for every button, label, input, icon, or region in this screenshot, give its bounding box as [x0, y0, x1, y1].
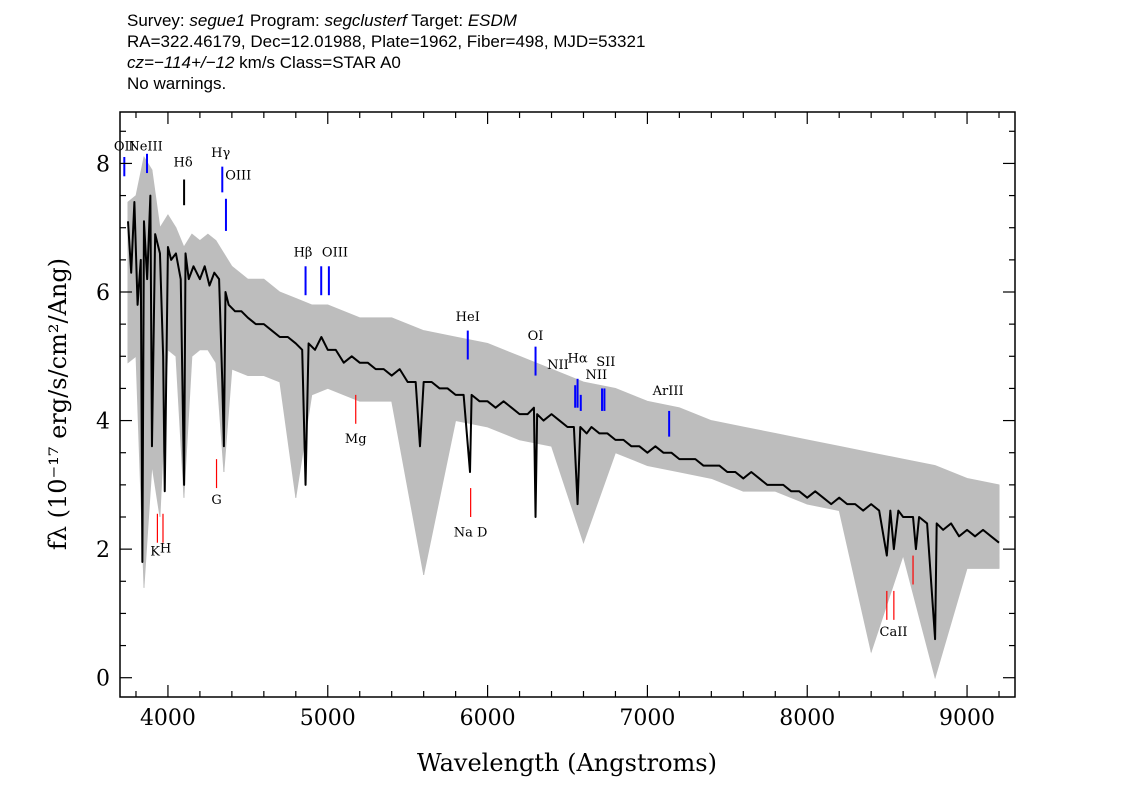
y-tick-label: 4	[96, 410, 110, 435]
y-tick-label: 0	[96, 667, 110, 692]
spectral-line-label: OIII	[225, 169, 251, 184]
flux-series-line	[126, 194, 1000, 641]
program-value: segclusterf	[324, 11, 407, 30]
header-line-coordinates: RA=322.46179, Dec=12.01988, Plate=1962, …	[127, 32, 646, 51]
spectral-line-label: Na D	[454, 525, 488, 540]
x-tick-label: 7000	[619, 706, 675, 731]
x-tick-label: 9000	[939, 706, 995, 731]
spectral-line-label: Mg	[345, 432, 367, 447]
error-band	[127, 155, 1000, 680]
spectral-line-label: ArIII	[652, 384, 684, 399]
error-band-layer	[127, 155, 1000, 680]
y-tick-label: 6	[96, 281, 110, 306]
spectral-line-label: SII	[596, 355, 615, 370]
target-value: ESDM	[467, 11, 517, 30]
survey-value: segue1	[189, 11, 246, 30]
program-label: Program:	[245, 11, 325, 30]
spectral-line-label: OI	[528, 329, 544, 344]
x-tick-label: 6000	[460, 706, 516, 731]
spectrum-header: Survey: segue1 Program: segclusterf Targ…	[127, 10, 1107, 94]
plot-frame	[119, 111, 1016, 698]
x-axis-title: Wavelength (Angstroms)	[417, 749, 717, 777]
x-tick-label: 4000	[140, 706, 196, 731]
y-tick-label: 2	[96, 538, 110, 563]
spectral-line-label: G	[211, 493, 221, 508]
spectral-line-label: Hβ	[294, 246, 313, 261]
class-value: km/s Class=STAR A0	[234, 53, 401, 72]
flux-layer	[126, 194, 1000, 641]
redshift-value: cz=−114+/−12	[127, 53, 235, 72]
y-axis-title: fλ (10⁻¹⁷ erg/s/cm²/Ang)	[44, 258, 72, 550]
spectral-line-label: K	[150, 545, 160, 560]
axis-tick-labels: 4000 5000 6000 7000 8000 9000 0 2 4 6 8	[96, 152, 995, 731]
spectral-line-label: Hγ	[211, 146, 230, 161]
x-tick-label: 5000	[300, 706, 356, 731]
spectral-line-label: CaII	[880, 625, 908, 640]
header-line-redshift: cz=−114+/−12 km/s Class=STAR A0	[127, 52, 1107, 73]
spectral-line-label: H	[160, 541, 171, 556]
spectral-line-label: HeI	[456, 310, 480, 325]
y-tick-label: 8	[96, 152, 110, 177]
survey-label: Survey:	[127, 11, 190, 30]
header-line-warnings: No warnings.	[127, 74, 227, 93]
spectral-line-label: NII	[585, 368, 607, 383]
spectral-line-label: Hα	[568, 352, 588, 367]
target-label: Target:	[406, 11, 468, 30]
spectral-line-label: Hδ	[174, 156, 193, 171]
spectral-line-label: OIII	[322, 246, 348, 261]
line-marker-layer	[123, 153, 914, 620]
axis-ticks	[120, 112, 1015, 697]
spectral-line-label: OII	[114, 140, 135, 155]
spectral-line-label: NII	[547, 358, 569, 373]
spectral-line-label: NeIII	[128, 140, 162, 155]
x-tick-label: 8000	[779, 706, 835, 731]
header-line-survey: Survey: segue1 Program: segclusterf Targ…	[127, 10, 1107, 31]
